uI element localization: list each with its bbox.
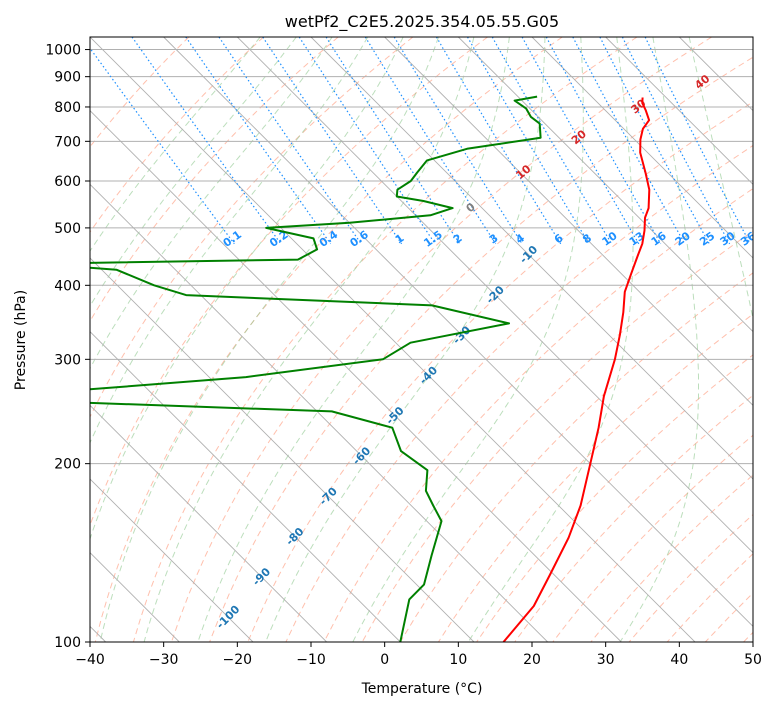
y-axis-label: Pressure (hPa): [13, 290, 29, 390]
x-tick-label: 20: [523, 652, 541, 668]
x-tick-label: −20: [223, 652, 253, 668]
dry-adiabat: [247, 101, 753, 642]
mixing-ratio-line: [621, 37, 731, 245]
mixing-ratio-line: [644, 37, 751, 245]
isotherm-line: [531, 37, 753, 259]
x-tick-label: 0: [380, 652, 389, 668]
moist-adiabat: [619, 37, 699, 642]
mixing-ratio-line: [325, 37, 461, 245]
mixing-ratio-line: [218, 37, 362, 245]
isotherm-line: [90, 257, 475, 642]
y-tick-label: 600: [54, 174, 81, 190]
isotherm-line: [384, 37, 753, 406]
isotherm-line: [237, 37, 753, 554]
dry-adiabat: [132, 37, 638, 642]
mixing-ratio-line: [435, 37, 562, 245]
x-axis: −40 −30 −20 −10 0 10 20 30 40 50: [75, 642, 762, 668]
moist-adiabat: [90, 37, 333, 370]
background-lines: [90, 37, 753, 642]
dry-adiabat: [514, 394, 753, 642]
isotherm-line: [90, 478, 254, 642]
mixing-ratio-line: [466, 37, 590, 245]
y-tick-label: 700: [54, 134, 81, 150]
isotherm-line: [90, 183, 548, 642]
mixing-ratio-line: [572, 37, 686, 245]
profile-lines: [90, 95, 651, 642]
dry-adiabat: [171, 37, 712, 642]
x-axis-label: Temperature (°C): [361, 681, 483, 697]
x-tick-label: 10: [449, 652, 467, 668]
moist-adiabat: [90, 37, 369, 444]
moist-adiabat: [143, 37, 475, 642]
dry-adiabat: [285, 144, 753, 642]
mixing-ratio-line: [90, 47, 235, 245]
y-tick-label: 500: [54, 221, 81, 237]
mixing-ratio-line: [521, 37, 640, 245]
dry-adiabat: [476, 354, 753, 642]
y-tick-label: 400: [54, 278, 81, 294]
moist-adiabat: [90, 37, 261, 252]
x-tick-label: 50: [744, 652, 762, 668]
chart-title: wetPf2_C2E5.2025.354.05.55.G05: [285, 12, 559, 32]
isotherm-line: [90, 404, 327, 642]
moist-adiabat: [99, 37, 439, 642]
y-tick-label: 800: [54, 100, 81, 116]
y-tick-label: 200: [54, 457, 81, 473]
dry-adiabat: [94, 37, 563, 642]
moist-adiabat: [352, 37, 584, 642]
dry-adiabat: [323, 188, 753, 642]
mixing-ratio-line: [393, 37, 523, 245]
y-tick-label: 100: [54, 635, 81, 651]
isotherm-line: [163, 37, 753, 627]
isotherm-line: [605, 37, 753, 185]
y-tick-label: 1000: [45, 43, 81, 59]
y-axis: 100 200 300 400 500 600 700 800 900 1000: [45, 43, 90, 651]
temperature-line: [502, 97, 651, 642]
x-tick-label: 30: [597, 652, 615, 668]
dry-adiabat: [90, 37, 339, 323]
plot-frame: [89, 36, 754, 643]
moist-adiabat: [265, 37, 546, 642]
x-tick-label: −40: [75, 652, 105, 668]
mixing-ratio-line: [545, 37, 662, 245]
dry-adiabat: [90, 37, 264, 233]
moist-adiabat: [688, 37, 753, 321]
mixing-ratio-line: [364, 37, 497, 245]
isotherm-line: [90, 331, 401, 642]
moist-adiabat: [90, 37, 297, 308]
isotherm-line: [310, 37, 753, 480]
x-tick-label: −30: [149, 652, 179, 668]
x-tick-label: −10: [296, 652, 326, 668]
y-tick-label: 300: [54, 352, 81, 368]
y-tick-label: 900: [54, 70, 81, 86]
x-tick-label: 40: [670, 652, 688, 668]
moist-adiabat: [197, 37, 510, 642]
dewpoint-line: [90, 95, 542, 642]
isotherm-line: [90, 37, 696, 642]
dry-adiabat: [209, 56, 753, 642]
isotherm-line: [458, 37, 753, 333]
mixing-ratio-line: [185, 37, 332, 245]
isotherm-line: [90, 110, 622, 642]
mixing-ratio-line: [491, 37, 613, 245]
moist-adiabat: [90, 37, 404, 541]
dry-adiabat: [90, 37, 414, 419]
